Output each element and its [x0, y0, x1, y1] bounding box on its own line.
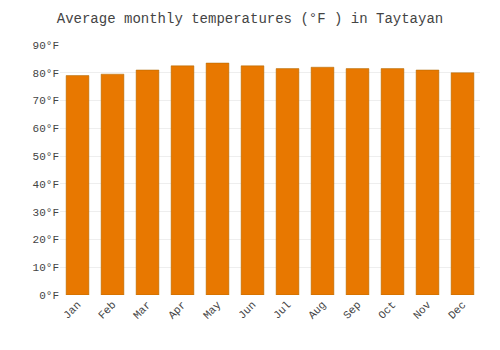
svg-text:60°F: 60°F [33, 123, 59, 135]
svg-text:40°F: 40°F [33, 179, 59, 191]
svg-text:Aug: Aug [306, 299, 328, 321]
svg-text:90°F: 90°F [33, 40, 59, 52]
svg-text:50°F: 50°F [33, 151, 59, 163]
svg-text:Jun: Jun [236, 299, 258, 321]
svg-text:30°F: 30°F [33, 207, 59, 219]
svg-text:Sep: Sep [341, 299, 363, 321]
svg-text:Apr: Apr [166, 299, 188, 321]
svg-text:Mar: Mar [131, 299, 153, 321]
svg-text:Oct: Oct [376, 299, 398, 321]
svg-text:70°F: 70°F [33, 95, 59, 107]
svg-text:Jul: Jul [271, 299, 293, 321]
svg-text:Jan: Jan [61, 299, 83, 321]
svg-text:Feb: Feb [96, 299, 118, 321]
svg-text:0°F: 0°F [39, 290, 59, 302]
svg-text:Average monthly temperatures (: Average monthly temperatures (°F ) in Ta… [57, 11, 443, 27]
svg-text:10°F: 10°F [33, 262, 59, 274]
svg-text:80°F: 80°F [33, 68, 59, 80]
svg-text:May: May [201, 299, 224, 322]
svg-text:Dec: Dec [446, 299, 468, 321]
svg-text:Nov: Nov [411, 299, 434, 322]
svg-text:20°F: 20°F [33, 234, 59, 246]
